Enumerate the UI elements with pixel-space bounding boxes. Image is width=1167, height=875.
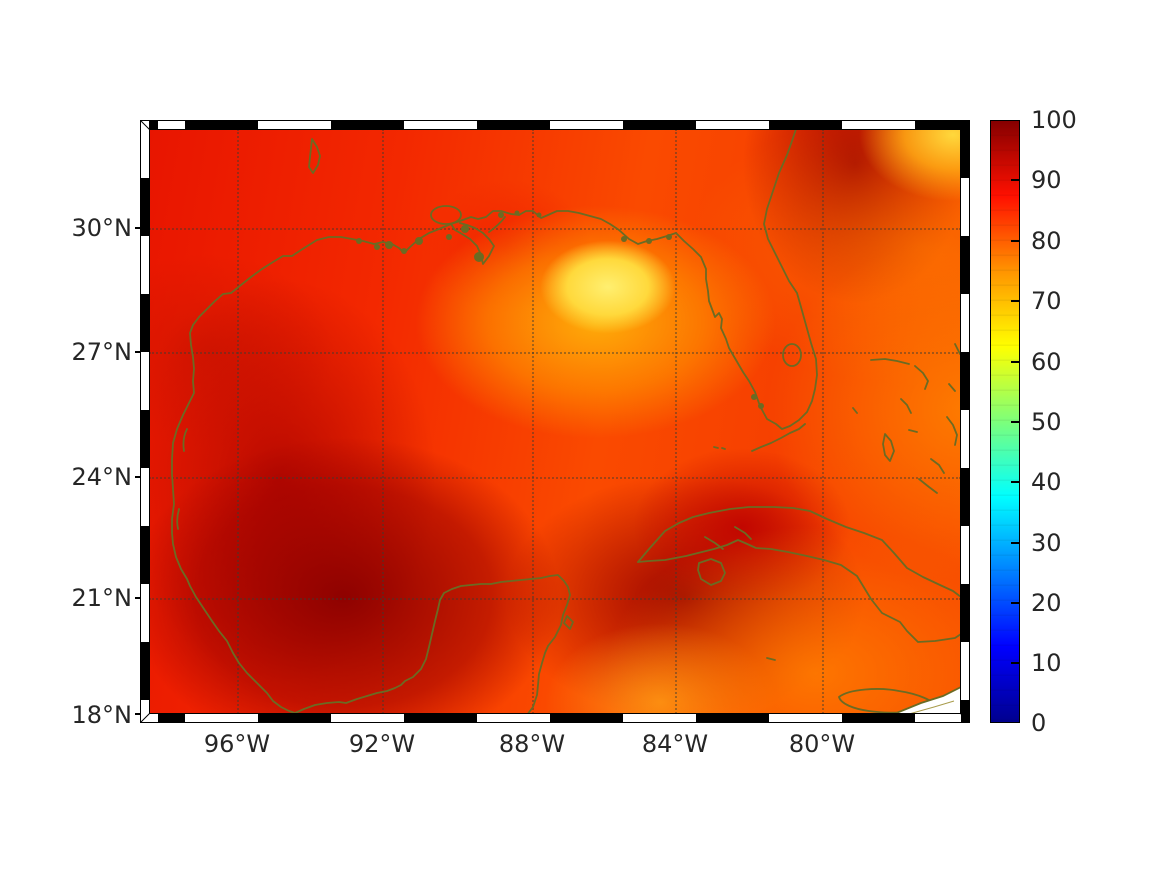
gridline-80w — [822, 129, 824, 714]
coast-isla-juventud — [697, 558, 726, 586]
colorbar-label-90: 90 — [1031, 166, 1062, 194]
lat-label-30n: 30°N — [71, 214, 133, 242]
coast-dry-tortugas — [713, 446, 726, 450]
colorbar-label-20: 20 — [1031, 589, 1062, 617]
colorbar-tick-20 — [1011, 602, 1019, 604]
coast-florida-keys — [751, 423, 806, 452]
coast-fills — [356, 210, 764, 409]
coast-hispaniola — [893, 686, 961, 714]
coast-cuba-south — [637, 539, 961, 643]
coast-cayman — [766, 657, 776, 661]
colorbar-tick-10 — [1011, 662, 1019, 664]
gridline-30n — [149, 228, 961, 230]
frame-bottom — [140, 714, 970, 723]
lat-label-21n: 21°N — [71, 584, 133, 612]
colorbar-label-80: 80 — [1031, 227, 1062, 255]
gridline-27n — [149, 352, 961, 354]
lat-tick-marks — [135, 227, 141, 715]
colorbar-tick-60 — [1011, 361, 1019, 363]
coast-us-florida — [450, 129, 818, 430]
colorbar-tick-90 — [1011, 179, 1019, 181]
lon-label-92w: 92°W — [348, 730, 416, 758]
colorbar-label-60: 60 — [1031, 348, 1062, 376]
gridline-88w — [532, 129, 534, 714]
coast-mississippi-delta — [450, 222, 495, 265]
colorbar-tick-30 — [1011, 542, 1019, 544]
coastline-svg — [171, 129, 961, 714]
coast-la-lakes — [308, 138, 321, 174]
colorbar-tick-70 — [1011, 300, 1019, 302]
colorbar-label-100: 100 — [1031, 106, 1077, 134]
coast-cuba-marks — [704, 526, 752, 550]
gridline-24n — [149, 477, 961, 479]
coast-hispaniola-detail — [908, 700, 955, 714]
colorbar-tick-50 — [1011, 421, 1019, 423]
colorbar-tick-40 — [1011, 481, 1019, 483]
coast-lagoons — [176, 428, 188, 530]
lake-okeechobee — [782, 343, 802, 367]
coast-cozumel — [563, 615, 574, 630]
colorbar-label-0: 0 — [1031, 709, 1047, 737]
gridline-92w — [382, 129, 384, 714]
colorbar-label-50: 50 — [1031, 408, 1062, 436]
lat-label-24n: 24°N — [71, 463, 133, 491]
colorbar-label-40: 40 — [1031, 468, 1062, 496]
coast-cuba-north — [637, 506, 961, 598]
colorbar-label-30: 30 — [1031, 529, 1062, 557]
map-axes — [135, 120, 970, 723]
lon-label-84w: 84°W — [641, 730, 709, 758]
lake-pontchartrain — [430, 205, 462, 225]
frame-top — [140, 120, 970, 129]
map-field — [149, 129, 961, 714]
coast-chandeleur — [488, 216, 506, 233]
lon-label-88w: 88°W — [498, 730, 566, 758]
gridline-21n — [149, 598, 961, 600]
gridline-84w — [675, 129, 677, 714]
frame-left — [140, 120, 149, 723]
gridline-96w — [237, 129, 239, 714]
frame-right — [961, 120, 970, 723]
coast-mexico-yucatan — [171, 223, 571, 714]
colorbar-label-10: 10 — [1031, 649, 1062, 677]
lat-label-27n: 27°N — [71, 338, 133, 366]
frame-outline-svg — [135, 120, 970, 723]
colorbar-tick-80 — [1011, 240, 1019, 242]
coast-bahamas — [852, 343, 961, 494]
lon-label-96w: 96°W — [203, 730, 271, 758]
lon-label-80w: 80°W — [788, 730, 856, 758]
colorbar-label-70: 70 — [1031, 287, 1062, 315]
lat-label-18n: 18°N — [71, 701, 133, 729]
